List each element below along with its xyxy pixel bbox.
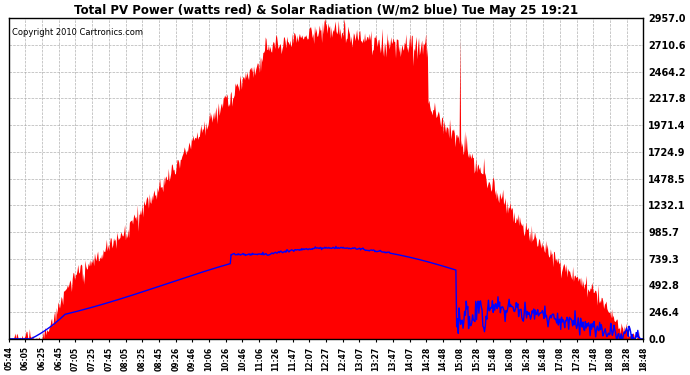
Text: Copyright 2010 Cartronics.com: Copyright 2010 Cartronics.com <box>12 28 143 37</box>
Title: Total PV Power (watts red) & Solar Radiation (W/m2 blue) Tue May 25 19:21: Total PV Power (watts red) & Solar Radia… <box>74 4 578 17</box>
